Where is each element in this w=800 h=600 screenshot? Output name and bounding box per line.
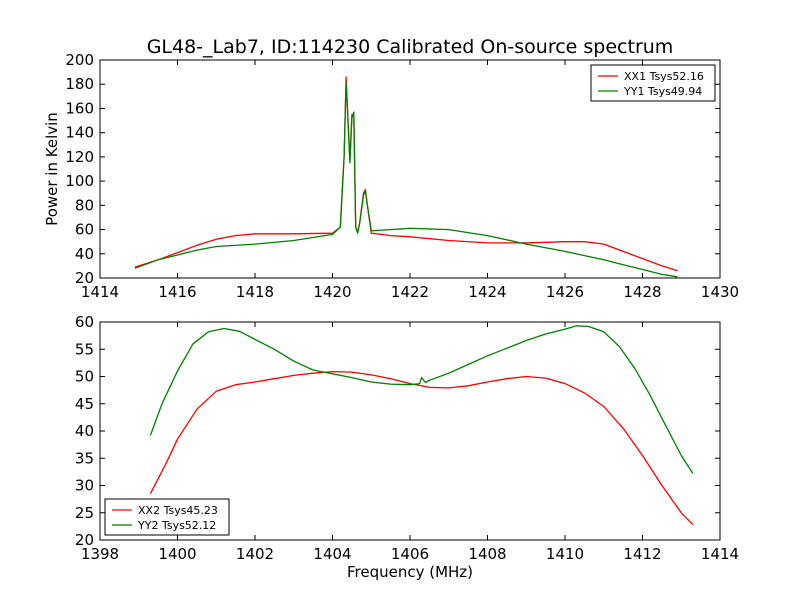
x-tick-label: 1428 <box>623 283 661 301</box>
y-tick-label: 200 <box>65 51 94 69</box>
x-tick-label: 1408 <box>468 545 506 563</box>
x-tick-label: 1398 <box>81 545 119 563</box>
x-tick-label: 1416 <box>158 283 196 301</box>
series-line-xx2 <box>149 370 694 526</box>
y-tick-label: 100 <box>65 172 94 190</box>
y-tick-label: 80 <box>75 196 94 214</box>
series-line-yy2 <box>149 325 694 474</box>
y-tick-label: 140 <box>65 124 94 142</box>
legend-label: YY2 Tsys52.12 <box>137 519 216 532</box>
y-tick-label: 40 <box>75 245 94 263</box>
y-tick-label: 20 <box>75 531 94 549</box>
y-axis-label: Power in Kelvin <box>43 112 61 226</box>
y-tick-label: 180 <box>65 75 94 93</box>
x-tick-label: 1426 <box>546 283 584 301</box>
y-tick-label: 40 <box>75 422 94 440</box>
legend-box <box>590 64 716 102</box>
top-panel: 1414 1416 1418 1420 1422 1424 1426 1428 1430 20 40… <box>43 51 739 301</box>
x-tick-label: 1414 <box>81 283 119 301</box>
series-line-yy1 <box>134 81 678 278</box>
y-tick-label: 160 <box>65 99 94 117</box>
y-tick-label: 120 <box>65 148 94 166</box>
figure-title: GL48-_Lab7, ID:114230 Calibrated On-sour… <box>147 36 674 58</box>
series-group <box>134 76 678 278</box>
x-tick-label: 1410 <box>546 545 584 563</box>
x-tick-label: 1400 <box>158 545 196 563</box>
legend: XX1 Tsys52.16 YY1 Tsys49.94 <box>590 64 716 102</box>
legend-label: XX2 Tsys45.23 <box>138 504 218 517</box>
x-tick-label: 1418 <box>236 283 274 301</box>
x-tick-label: 1412 <box>623 545 661 563</box>
x-tick-label: 1414 <box>701 545 739 563</box>
legend: XX2 Tsys45.23 YY2 Tsys52.12 <box>104 498 230 536</box>
y-tick-label: 50 <box>75 368 94 386</box>
x-tick-label: 1424 <box>468 283 506 301</box>
x-tick-label: 1404 <box>313 545 351 563</box>
legend-label: XX1 Tsys52.16 <box>624 70 704 83</box>
y-tick-label: 60 <box>75 313 94 331</box>
y-tick-label: 30 <box>75 477 94 495</box>
x-tick-label: 1430 <box>701 283 739 301</box>
y-tick-label: 45 <box>75 395 94 413</box>
series-group <box>149 325 694 526</box>
y-tick-label: 20 <box>75 269 94 287</box>
legend-box <box>104 498 230 536</box>
legend-label: YY1 Tsys49.94 <box>623 85 702 98</box>
x-tick-label: 1406 <box>391 545 429 563</box>
y-tick-label: 55 <box>75 340 94 358</box>
x-tick-label: 1422 <box>391 283 429 301</box>
x-axis-label: Frequency (MHz) <box>347 563 473 581</box>
y-tick-label: 25 <box>75 504 94 522</box>
bottom-panel: 1398 1400 1402 1404 1406 1408 1410 1412 1414 20 25… <box>75 313 739 581</box>
x-tick-label: 1402 <box>236 545 274 563</box>
x-tick-label: 1420 <box>313 283 351 301</box>
y-tick-label: 60 <box>75 221 94 239</box>
y-tick-label: 35 <box>75 449 94 467</box>
